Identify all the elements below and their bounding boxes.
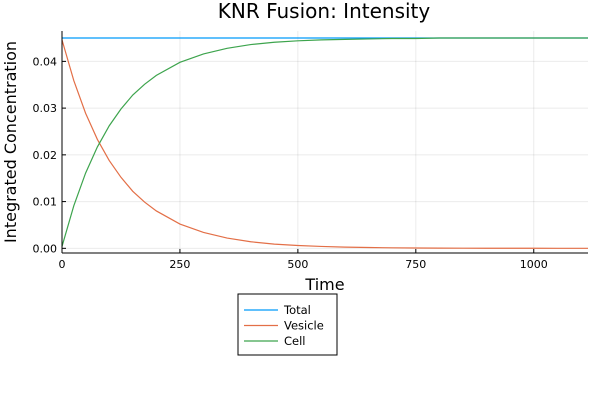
legend-box (237, 293, 338, 356)
x-axis-label: Time (304, 275, 344, 294)
y-tick-label: 0.03 (33, 102, 58, 115)
series-line-cell (61, 37, 588, 247)
series-lines (61, 37, 588, 249)
y-tick-label: 0.02 (33, 149, 58, 162)
x-tick-label: 500 (287, 258, 308, 271)
x-tick-label: 250 (169, 258, 190, 271)
legend-label-total: Total (283, 303, 311, 317)
y-tick-label: 0.00 (33, 242, 58, 255)
x-tick-label: 750 (405, 258, 426, 271)
y-axis-label: Integrated Concentration (1, 41, 20, 243)
legend-label-cell: Cell (284, 334, 306, 348)
axes (61, 31, 588, 254)
legend-label-vesicle: Vesicle (284, 319, 324, 333)
y-tick-label: 0.04 (33, 55, 58, 68)
series-line-vesicle (61, 39, 588, 249)
grid (61, 31, 588, 253)
x-ticks: 0 250 500 750 1000 (59, 249, 548, 271)
y-ticks: 0.00 0.01 0.02 0.03 0.04 (33, 55, 66, 255)
x-tick-label: 1000 (520, 258, 548, 271)
y-tick-label: 0.01 (33, 196, 58, 209)
chart-title: KNR Fusion: Intensity (218, 0, 431, 23)
x-tick-label: 0 (59, 258, 66, 271)
